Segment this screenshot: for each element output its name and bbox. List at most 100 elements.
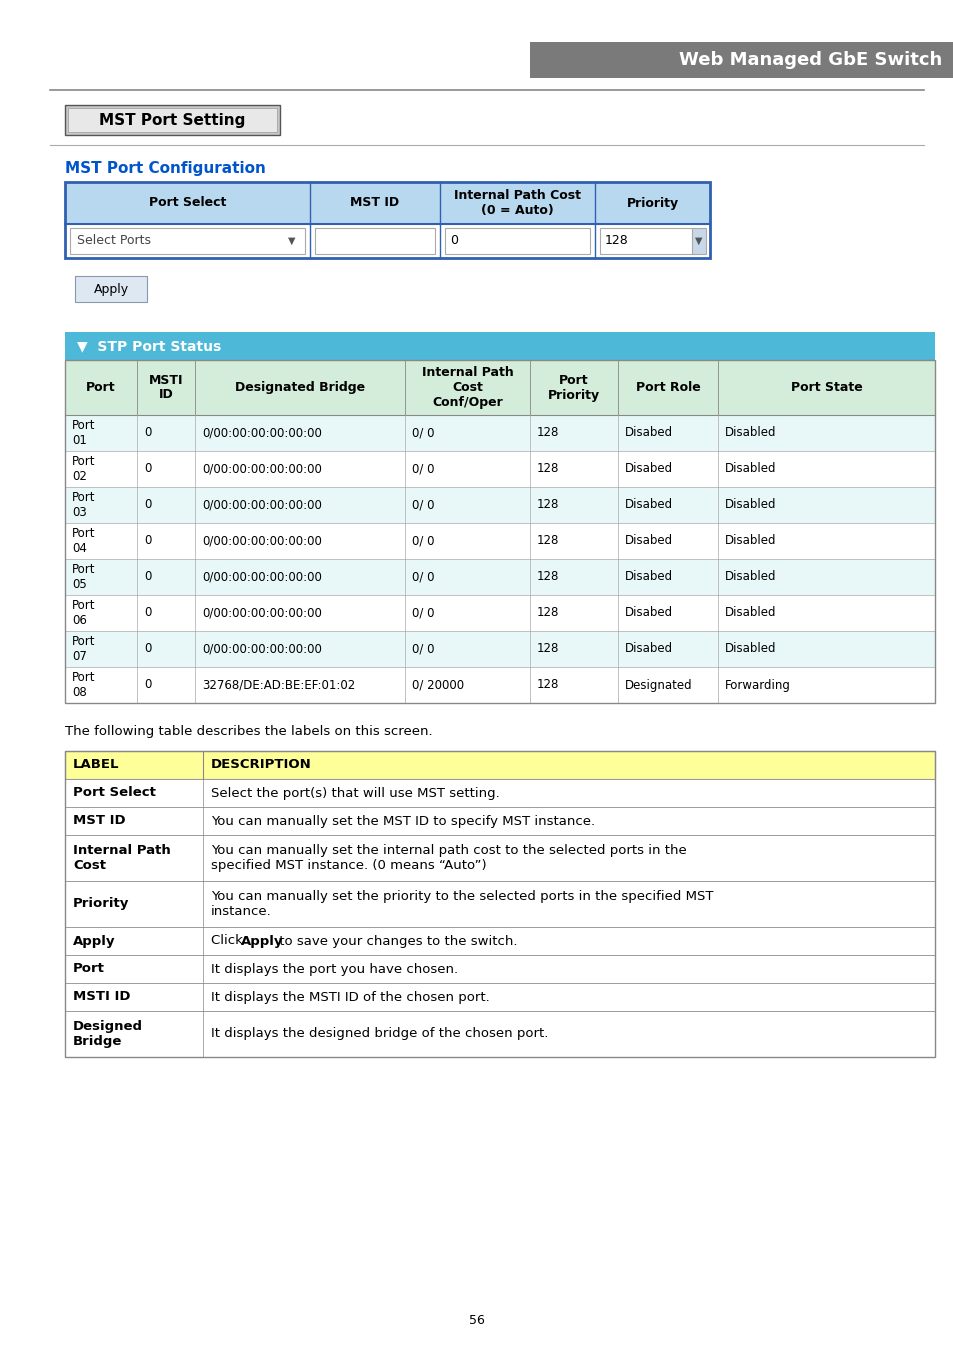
- Text: to save your changes to the switch.: to save your changes to the switch.: [274, 935, 517, 947]
- Bar: [65, 751, 934, 780]
- Text: Port Role: Port Role: [635, 381, 700, 394]
- Text: Disabled: Disabled: [724, 499, 776, 512]
- Bar: [68, 108, 276, 132]
- Bar: [65, 1011, 934, 1056]
- Text: Select the port(s) that will use MST setting.: Select the port(s) that will use MST set…: [211, 786, 499, 800]
- Text: Port
01: Port 01: [71, 419, 95, 447]
- Text: Port Select: Port Select: [149, 196, 226, 209]
- Text: 0: 0: [144, 535, 152, 547]
- Text: 0/ 0: 0/ 0: [412, 462, 434, 476]
- Text: Internal Path
Cost: Internal Path Cost: [73, 844, 171, 871]
- Text: Web Managed GbE Switch: Web Managed GbE Switch: [678, 51, 941, 69]
- Bar: [65, 927, 934, 955]
- Bar: [65, 955, 934, 984]
- Bar: [65, 807, 934, 835]
- Text: 0/ 0: 0/ 0: [412, 427, 434, 439]
- Text: 0/00:00:00:00:00:00: 0/00:00:00:00:00:00: [202, 499, 321, 512]
- Text: Apply: Apply: [241, 935, 283, 947]
- Text: 128: 128: [537, 499, 558, 512]
- Text: 0: 0: [144, 427, 152, 439]
- Text: Port
04: Port 04: [71, 527, 95, 555]
- Bar: [599, 228, 695, 254]
- Text: ▼: ▼: [288, 236, 295, 246]
- Text: 0/ 20000: 0/ 20000: [412, 678, 464, 692]
- Text: Port State: Port State: [790, 381, 862, 394]
- Bar: [65, 182, 709, 224]
- Text: 0/00:00:00:00:00:00: 0/00:00:00:00:00:00: [202, 462, 321, 476]
- Text: Internal Path
Cost
Conf/Oper: Internal Path Cost Conf/Oper: [421, 366, 513, 409]
- Bar: [65, 523, 934, 559]
- Bar: [65, 359, 934, 415]
- Text: Forwarding: Forwarding: [724, 678, 790, 692]
- Text: Port: Port: [86, 381, 115, 394]
- Text: 0: 0: [144, 499, 152, 512]
- Text: Disabled: Disabled: [724, 535, 776, 547]
- Text: 0/00:00:00:00:00:00: 0/00:00:00:00:00:00: [202, 643, 321, 655]
- Text: Designated: Designated: [624, 678, 692, 692]
- Bar: [70, 228, 305, 254]
- Text: Port Select: Port Select: [73, 786, 155, 800]
- Text: Disabed: Disabed: [624, 427, 673, 439]
- Bar: [65, 105, 280, 135]
- Text: MST Port Configuration: MST Port Configuration: [65, 161, 266, 176]
- Text: Designed
Bridge: Designed Bridge: [73, 1020, 143, 1048]
- Text: 0: 0: [144, 678, 152, 692]
- Bar: [65, 182, 709, 258]
- Text: Port
06: Port 06: [71, 598, 95, 627]
- Bar: [65, 631, 934, 667]
- Text: Apply: Apply: [93, 282, 129, 296]
- Text: 128: 128: [537, 607, 558, 620]
- Text: Internal Path Cost
(0 = Auto): Internal Path Cost (0 = Auto): [454, 189, 580, 218]
- Text: Port
03: Port 03: [71, 490, 95, 519]
- Text: Disabed: Disabed: [624, 570, 673, 584]
- Text: 128: 128: [537, 643, 558, 655]
- Bar: [75, 276, 147, 303]
- Text: Disabed: Disabed: [624, 462, 673, 476]
- Text: Disabed: Disabed: [624, 535, 673, 547]
- Text: 128: 128: [537, 427, 558, 439]
- Text: Port
Priority: Port Priority: [547, 373, 599, 401]
- Text: Port
02: Port 02: [71, 455, 95, 484]
- Text: 0/00:00:00:00:00:00: 0/00:00:00:00:00:00: [202, 570, 321, 584]
- Text: 0/00:00:00:00:00:00: 0/00:00:00:00:00:00: [202, 535, 321, 547]
- Text: Port
05: Port 05: [71, 563, 95, 590]
- Text: You can manually set the MST ID to specify MST instance.: You can manually set the MST ID to speci…: [211, 815, 595, 828]
- Text: It displays the designed bridge of the chosen port.: It displays the designed bridge of the c…: [211, 1028, 548, 1040]
- Bar: [65, 559, 934, 594]
- Text: 0/ 0: 0/ 0: [412, 643, 434, 655]
- Bar: [444, 228, 589, 254]
- Text: MST ID: MST ID: [73, 815, 126, 828]
- Text: 0/00:00:00:00:00:00: 0/00:00:00:00:00:00: [202, 607, 321, 620]
- Bar: [65, 332, 934, 359]
- Text: 0: 0: [144, 607, 152, 620]
- Text: Disabled: Disabled: [724, 427, 776, 439]
- Text: MSTI
ID: MSTI ID: [149, 373, 183, 401]
- Text: ▼: ▼: [695, 236, 702, 246]
- Text: 128: 128: [537, 462, 558, 476]
- Text: Select Ports: Select Ports: [77, 235, 151, 247]
- Bar: [65, 881, 934, 927]
- Bar: [65, 451, 934, 486]
- Text: 0/ 0: 0/ 0: [412, 499, 434, 512]
- Text: Click: Click: [211, 935, 247, 947]
- Text: Disabled: Disabled: [724, 570, 776, 584]
- Text: Port: Port: [73, 962, 105, 975]
- Bar: [65, 751, 934, 1056]
- Text: Port
08: Port 08: [71, 671, 95, 698]
- Text: Designated Bridge: Designated Bridge: [234, 381, 365, 394]
- Text: MSTI ID: MSTI ID: [73, 990, 131, 1004]
- Bar: [65, 486, 934, 523]
- Bar: [530, 42, 953, 78]
- Text: Apply: Apply: [73, 935, 115, 947]
- Bar: [65, 415, 934, 451]
- Text: DESCRIPTION: DESCRIPTION: [211, 758, 312, 771]
- Bar: [65, 359, 934, 703]
- Text: 0/ 0: 0/ 0: [412, 535, 434, 547]
- Text: Disabed: Disabed: [624, 643, 673, 655]
- Text: 0: 0: [144, 570, 152, 584]
- Text: Priority: Priority: [626, 196, 678, 209]
- Text: 0/ 0: 0/ 0: [412, 607, 434, 620]
- Text: 56: 56: [469, 1315, 484, 1328]
- Text: You can manually set the internal path cost to the selected ports in the
specifi: You can manually set the internal path c…: [211, 844, 686, 871]
- Text: 0: 0: [144, 643, 152, 655]
